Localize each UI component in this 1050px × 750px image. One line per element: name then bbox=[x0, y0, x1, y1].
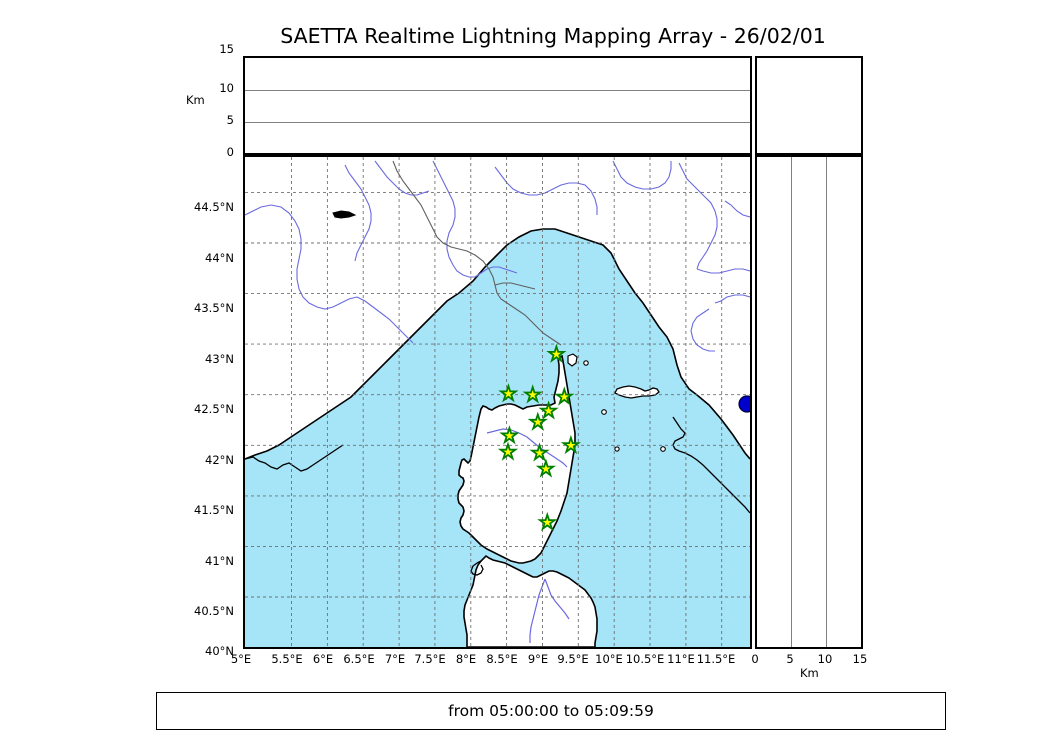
time-range-caption: from 05:00:00 to 05:09:59 bbox=[156, 692, 946, 730]
islet-2 bbox=[614, 446, 620, 452]
star-icon[interactable] bbox=[498, 383, 519, 403]
river-sardinia-1 bbox=[529, 578, 546, 643]
right-panel-xtick-5: 5 bbox=[786, 652, 794, 666]
island-sardinia bbox=[463, 554, 598, 647]
top-panel-gridline-10 bbox=[245, 90, 750, 91]
coast-sardinia-west bbox=[470, 560, 484, 576]
coast-provence bbox=[245, 444, 344, 472]
map-xtick-5_5: 5.5°E bbox=[271, 652, 303, 666]
islet-capraia bbox=[567, 353, 578, 367]
time-range-text: from 05:00:00 to 05:09:59 bbox=[448, 702, 654, 720]
map-ytick-41_5: 41.5°N bbox=[194, 503, 234, 517]
rivers-mainland bbox=[245, 160, 750, 352]
map-ytick-40_5: 40.5°N bbox=[194, 604, 234, 618]
right-panel-xlabel: Km bbox=[800, 666, 819, 680]
star-icon[interactable] bbox=[538, 400, 559, 420]
star-icon[interactable] bbox=[497, 441, 519, 461]
right-panel-xtick-15: 15 bbox=[852, 652, 868, 666]
page-title: SAETTA Realtime Lightning Mapping Array … bbox=[280, 24, 826, 48]
map-ytick-42_5: 42.5°N bbox=[194, 402, 234, 416]
admin-borders bbox=[392, 160, 562, 346]
star-icon[interactable] bbox=[529, 442, 550, 462]
top-altitude-panel[interactable] bbox=[243, 56, 752, 155]
top-panel-ytick-15: 15 bbox=[219, 42, 234, 56]
map-xtick-10: 10°E bbox=[595, 652, 623, 666]
map-ytick-40: 40°N bbox=[205, 644, 234, 658]
lightning-source-icon[interactable] bbox=[738, 395, 750, 413]
map-gridlines bbox=[245, 157, 750, 647]
star-icon[interactable] bbox=[522, 384, 543, 404]
top-panel-ytick-0: 0 bbox=[226, 145, 234, 159]
landmass-mainland bbox=[245, 157, 750, 459]
star-icon[interactable] bbox=[560, 434, 582, 455]
islet-1 bbox=[601, 409, 607, 415]
right-altitude-panel[interactable] bbox=[755, 155, 863, 649]
map-ytick-44_5: 44.5°N bbox=[194, 200, 234, 214]
top-panel-ytick-10: 10 bbox=[219, 81, 234, 95]
star-icon[interactable] bbox=[535, 458, 557, 478]
river-corsica bbox=[486, 428, 568, 468]
islet-4 bbox=[583, 360, 589, 366]
river-sardinia-2 bbox=[544, 578, 570, 620]
star-icon[interactable] bbox=[537, 511, 558, 532]
map-xtick-11: 11°E bbox=[667, 652, 695, 666]
star-icon[interactable] bbox=[527, 411, 548, 431]
map-xtick-7: 7°E bbox=[384, 652, 406, 666]
map-xtick-7_5: 7.5°E bbox=[414, 652, 446, 666]
map-xtick-9_5: 9.5°E bbox=[557, 652, 589, 666]
map-xtick-6: 6°E bbox=[312, 652, 334, 666]
corner-panel[interactable] bbox=[755, 56, 863, 155]
coast-mainland-line bbox=[245, 228, 750, 460]
lake-mark bbox=[332, 210, 357, 219]
map-panel[interactable] bbox=[243, 155, 752, 649]
map-ytick-43_5: 43.5°N bbox=[194, 301, 234, 315]
map-xtick-5: 5°E bbox=[230, 652, 252, 666]
right-panel-gridline-10 bbox=[826, 157, 827, 647]
map-ytick-43: 43°N bbox=[205, 352, 234, 366]
right-panel-xtick-10: 10 bbox=[817, 652, 833, 666]
map-xtick-10_5: 10.5°E bbox=[625, 652, 665, 666]
islet-3 bbox=[660, 446, 666, 452]
star-icon[interactable] bbox=[546, 343, 567, 363]
top-panel-ytick-5: 5 bbox=[226, 113, 234, 127]
coast-italy-detail bbox=[672, 416, 750, 514]
map-ytick-42: 42°N bbox=[205, 453, 234, 467]
map-xtick-8: 8°E bbox=[455, 652, 477, 666]
right-panel-xtick-0: 0 bbox=[751, 652, 759, 666]
top-panel-gridline-5 bbox=[245, 122, 750, 123]
map-ytick-44: 44°N bbox=[205, 251, 234, 265]
map-ytick-41: 41°N bbox=[205, 554, 234, 568]
map-canvas bbox=[245, 157, 750, 647]
map-xtick-9: 9°E bbox=[527, 652, 549, 666]
lma-stations[interactable] bbox=[497, 343, 582, 532]
map-svg bbox=[245, 157, 750, 647]
star-icon[interactable] bbox=[554, 386, 575, 406]
top-panel-ylabel: Km bbox=[186, 93, 205, 107]
right-panel-gridline-5 bbox=[791, 157, 792, 647]
map-xtick-8_5: 8.5°E bbox=[486, 652, 518, 666]
map-xtick-6_5: 6.5°E bbox=[343, 652, 375, 666]
map-xtick-11_5: 11.5°E bbox=[696, 652, 736, 666]
star-icon[interactable] bbox=[499, 425, 520, 445]
